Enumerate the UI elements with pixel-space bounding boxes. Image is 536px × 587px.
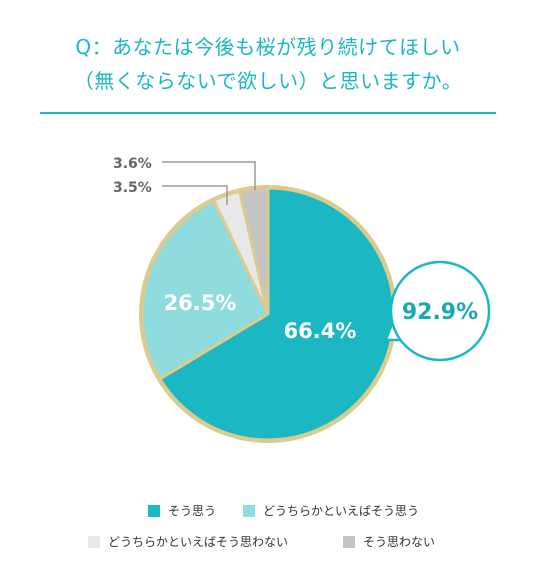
legend-label-so-omou: そう思う [168,504,217,518]
callout-bubble [389,260,491,362]
legend-swatch-so-omowanai [343,535,355,548]
leader-line-dochira-so-omowanai [162,185,228,205]
leader-line-so-omowanai [162,161,256,190]
data-label-dochira-so-omowanai: 3.5% [113,180,152,196]
legend-label-so-omowanai: そう思わない [363,535,436,549]
slice-so-omou [158,186,396,442]
legend-swatch-dochira-so-omou [243,504,255,517]
legend-item-dochira-so-omowanai: どうちらかといえばそう思わない [88,533,288,550]
data-label-dochira-so-omou: 26.5% [164,291,237,315]
callout-label: 92.9% [402,300,478,325]
legend-label-dochira-so-omowanai: どうちらかといえばそう思わない [108,535,289,549]
legend-swatch-dochira-so-omowanai [88,535,100,548]
data-label-so-omou: 66.4% [284,319,357,343]
slice-dochira-so-omou [140,198,270,381]
callout-pointer-mask [398,310,412,334]
data-label-so-omowanai: 3.6% [113,156,152,172]
legend-label-dochira-so-omou: どうちらかといえばそう思う [263,504,420,518]
legend-item-so-omowanai: そう思わない [343,533,435,550]
legend-swatch-so-omou [148,504,160,517]
title-divider [40,112,496,114]
chart-title-line-2: （無くならないで欲しい）と思いますか。 [73,69,463,93]
slice-so-omowanai [238,186,270,316]
chart-title: Q：あなたは今後も桜が残り続けてほしい （無くならないで欲しい）と思いますか。 [0,30,536,98]
legend-item-dochira-so-omou: どうちらかといえばそう思う [243,502,419,519]
chart-title-line-1: Q：あなたは今後も桜が残り続けてほしい [75,35,461,59]
legend-item-so-omou: そう思う [148,502,216,519]
